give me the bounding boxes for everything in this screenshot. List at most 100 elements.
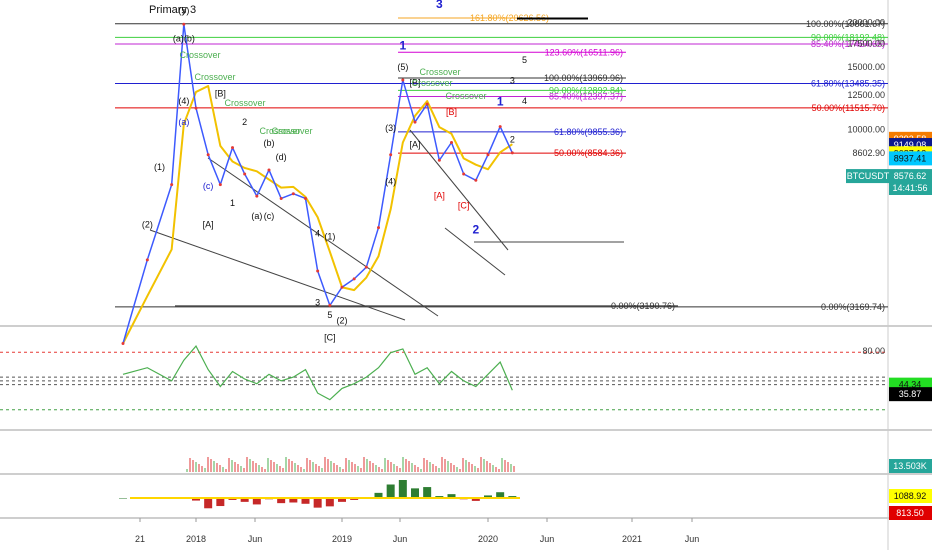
volume-bar xyxy=(300,467,302,472)
price-point xyxy=(389,153,393,157)
wave-labels: (5)(a)(b)(4)(a)(1)(2)(c)[A][B]12(a)(b)(c… xyxy=(142,0,527,342)
volume-bar xyxy=(234,462,236,472)
last-price-badge: 8576.62 xyxy=(894,171,927,181)
volume-bar xyxy=(405,459,407,472)
fib-level-label: 100.00%(19861.67) xyxy=(806,19,885,29)
volume-bar xyxy=(483,459,485,472)
volume-bar xyxy=(489,463,491,472)
volume-bar xyxy=(423,458,425,472)
price-point xyxy=(437,158,441,162)
crossover-label: Crossover xyxy=(411,78,452,88)
wave-label: 1 xyxy=(497,94,504,108)
price-point xyxy=(486,153,490,157)
macd-histogram-bar xyxy=(313,498,322,508)
volume-bar xyxy=(456,467,458,472)
wave-label: 4 xyxy=(522,96,527,106)
volume-bar xyxy=(336,465,338,472)
price-point xyxy=(401,78,405,82)
volume-bar xyxy=(330,461,332,472)
price-point xyxy=(328,303,332,307)
crossover-label: Crossover xyxy=(259,126,300,136)
price-point xyxy=(377,226,380,230)
volume-bar xyxy=(228,458,230,472)
macd-histogram-bar xyxy=(496,492,505,498)
price-point xyxy=(291,192,295,196)
wave-label: (4) xyxy=(385,177,396,187)
volume-bar xyxy=(276,464,278,472)
volume-bar xyxy=(402,457,404,472)
crossover-label: Crossover xyxy=(179,50,220,60)
volume-bar xyxy=(411,463,413,472)
wave-label: [C] xyxy=(458,200,470,210)
volume-bar xyxy=(387,460,389,472)
fib-level-label: 100.00%(13969.96) xyxy=(544,73,623,83)
volume-bar xyxy=(414,465,416,472)
volume-bar xyxy=(324,457,326,472)
x-tick-label: Jun xyxy=(540,534,555,544)
volume-bar xyxy=(237,464,239,472)
volume-bar xyxy=(198,464,200,472)
y-tick-label: 12500.00 xyxy=(847,90,885,100)
price-point xyxy=(498,125,502,129)
wave-label: [A] xyxy=(434,190,445,200)
volume-bar xyxy=(498,469,500,472)
volume-bar xyxy=(264,469,266,472)
volume-bar xyxy=(186,469,188,472)
x-tick-label: 21 xyxy=(135,534,145,544)
volume-bar xyxy=(453,465,455,472)
volume-bar xyxy=(435,466,437,472)
macd-histogram-bar xyxy=(252,498,261,505)
volume-bar xyxy=(357,466,359,472)
price-point xyxy=(182,22,186,26)
volume-bar xyxy=(312,462,314,472)
wave-label: 2 xyxy=(510,134,515,144)
volume-bar xyxy=(249,459,251,472)
volume-bar xyxy=(315,464,317,472)
volume-bar xyxy=(243,468,245,472)
price-point xyxy=(413,120,417,124)
crossover-label: Crossover xyxy=(445,91,486,101)
volume-bar xyxy=(504,460,506,472)
volume-bar xyxy=(447,461,449,472)
volume-bar xyxy=(327,459,329,472)
volume-bar xyxy=(255,463,257,472)
volume-bar xyxy=(462,458,464,472)
volume-bar xyxy=(207,457,209,472)
wave-label: 5 xyxy=(522,55,527,65)
countdown-badge: 14:41:56 xyxy=(892,183,927,193)
volume-bar xyxy=(282,468,284,472)
price-point xyxy=(340,285,344,289)
volume-bar xyxy=(420,469,422,472)
price-point xyxy=(243,172,247,176)
volume-bar xyxy=(363,457,365,472)
wave-label: (3) xyxy=(385,123,396,133)
macd-histogram-bar xyxy=(325,498,334,507)
volume-bar xyxy=(342,469,344,472)
volume-bar xyxy=(354,464,356,472)
rsi-value-badge: 44.34 xyxy=(899,380,922,390)
wave-label: (5) xyxy=(178,6,189,16)
volume-bar xyxy=(216,463,218,472)
fib-level-label: 85.40%(12397.37) xyxy=(549,91,623,101)
volume-value-badge: 13.503K xyxy=(893,461,927,471)
wave-label: 3 xyxy=(315,297,320,307)
price-point xyxy=(425,102,429,106)
macd-histogram-bar xyxy=(338,498,346,502)
price-point xyxy=(316,269,320,273)
wave-label: [A] xyxy=(409,140,420,150)
wave-label: (1) xyxy=(324,232,335,242)
price-series xyxy=(121,22,514,345)
volume-bar xyxy=(384,458,386,472)
volume-bar xyxy=(501,458,503,472)
volume-bar xyxy=(429,462,431,472)
volume-bar xyxy=(459,469,461,472)
rsi-tick-label: 80.00 xyxy=(862,346,885,356)
wave-label: 4 xyxy=(315,229,320,239)
wave-label: (a)(b) xyxy=(173,34,195,44)
x-tick-label: Jun xyxy=(393,534,408,544)
volume-bar xyxy=(450,463,452,472)
macd-histogram-bar xyxy=(204,498,213,509)
wave-label: 3 xyxy=(436,0,443,11)
macd-value-badge-bg xyxy=(889,489,932,503)
